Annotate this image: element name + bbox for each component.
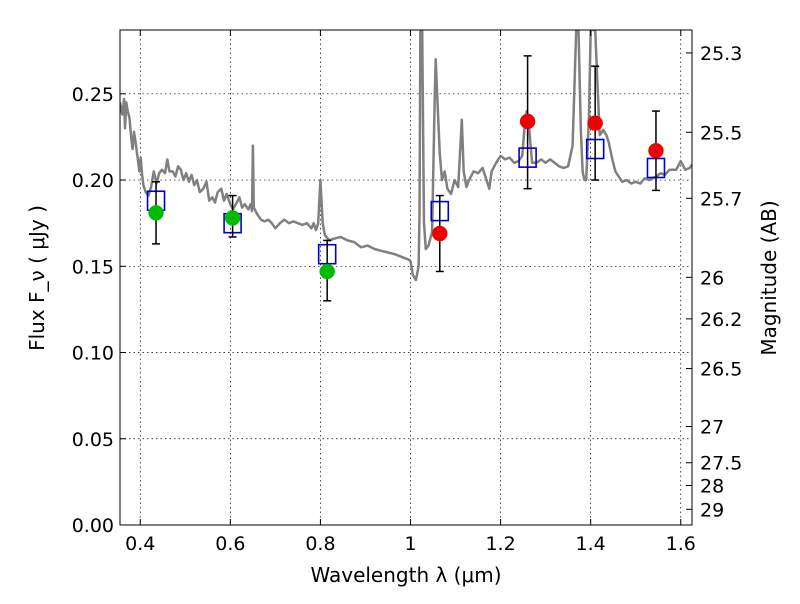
magnitude-tick-label: 25.5 <box>700 122 742 144</box>
nir-photometry-point <box>432 225 448 242</box>
nir-photometry-point <box>648 142 664 159</box>
magnitude-tick-label: 29 <box>700 499 724 521</box>
y-axis-label: Flux F_ν ( μJy ) <box>25 205 49 351</box>
x-tick-label: 0.6 <box>215 533 245 555</box>
y-tick-label: 0.15 <box>72 256 114 278</box>
y-tick-label: 0.20 <box>72 170 114 192</box>
optical-photometry-point <box>148 205 164 221</box>
x-tick-label: 1.2 <box>485 533 515 555</box>
y-tick-label: 0.00 <box>72 515 114 537</box>
x-tick-label: 0.8 <box>305 533 335 555</box>
magnitude-tick-label: 27 <box>700 417 724 439</box>
nir-photometry-point <box>587 115 603 131</box>
magnitude-tick-label: 26.5 <box>700 359 742 381</box>
plot-frame <box>119 29 693 526</box>
magnitude-tick-label: 28 <box>700 476 724 498</box>
y-tick-label: 0.25 <box>72 84 114 106</box>
magnitude-tick-label: 25.7 <box>700 188 742 210</box>
x-tick-label: 1 <box>404 533 416 555</box>
axis-ticks: 0.4 0.6 0.8 1 1.2 1.4 1.6 0.00 0.05 0.10 0.15 0.20 0… <box>72 30 742 555</box>
x-tick-label: 0.4 <box>125 533 155 555</box>
magnitude-axis-label: Magnitude (AB) <box>757 200 781 355</box>
optical-photometry-point <box>319 263 335 280</box>
template-spectrum-line <box>120 30 692 282</box>
nir-photometry-point <box>519 113 536 130</box>
x-tick-label: 1.4 <box>576 533 606 555</box>
y-tick-label: 0.05 <box>72 429 114 451</box>
magnitude-tick-label: 26 <box>700 267 724 289</box>
data-layer <box>120 30 692 282</box>
magnitude-tick-label: 27.5 <box>700 453 742 475</box>
magnitude-tick-label: 26.2 <box>700 309 742 331</box>
grid-lines <box>120 30 692 526</box>
points-layer <box>146 55 666 302</box>
x-tick-label: 1.6 <box>666 533 696 555</box>
magnitude-tick-label: 25.3 <box>700 43 742 65</box>
optical-photometry-point <box>224 210 241 226</box>
y-tick-label: 0.10 <box>72 343 114 365</box>
x-axis-label: Wavelength λ (μm) <box>310 563 501 587</box>
